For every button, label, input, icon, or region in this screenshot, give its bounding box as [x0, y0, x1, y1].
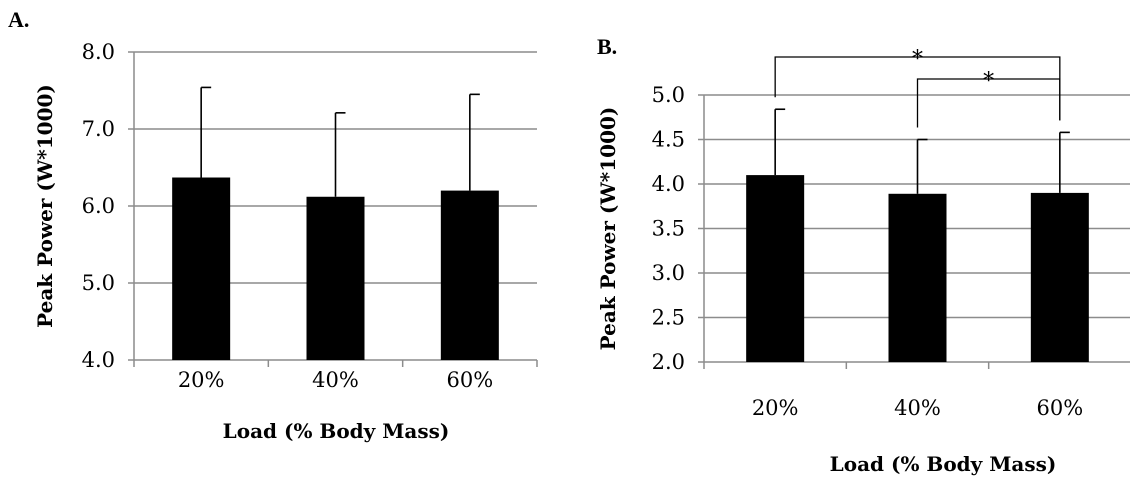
x-tick-label: 20% — [752, 396, 799, 420]
y-tick-label: 7.0 — [82, 117, 115, 141]
bar — [172, 177, 231, 360]
y-tick-label: 3.5 — [652, 217, 685, 241]
x-tick-label: 20% — [178, 368, 225, 392]
y-axis-title: Peak Power (W*1000) — [596, 107, 620, 351]
bar — [1030, 192, 1089, 362]
x-axis-title: Load (% Body Mass) — [830, 452, 1057, 476]
panel-b: B. 2.0 2.5 3.0 3.5 4.0 4.5 5.0 20% 40% 60% * * Peak P… — [596, 34, 1130, 476]
y-tick-label: 2.0 — [652, 350, 685, 374]
x-tick-label: 40% — [894, 396, 941, 420]
panel-a: A. 4.0 5.0 6.0 7.0 8.0 20% 40% 60% Peak Power (W*… — [8, 7, 538, 443]
y-axis-title: Peak Power (W*1000) — [33, 84, 57, 328]
significance-bracket — [916, 78, 1061, 128]
bar — [746, 175, 805, 362]
y-tick-label: 4.0 — [652, 172, 685, 196]
y-tick-label: 2.5 — [652, 306, 685, 330]
bar — [440, 190, 499, 360]
x-tick-label: 40% — [312, 368, 359, 392]
y-tick-label: 6.0 — [82, 194, 115, 218]
y-tick-label: 8.0 — [82, 40, 115, 64]
bar — [306, 196, 365, 360]
bar — [888, 193, 947, 362]
panel-label: B. — [597, 34, 617, 59]
significance-star: * — [983, 69, 994, 94]
x-tick-label: 60% — [446, 368, 493, 392]
x-tick-label: 60% — [1036, 396, 1083, 420]
x-axis-title: Load (% Body Mass) — [223, 419, 450, 443]
y-tick-label: 5.0 — [82, 271, 115, 295]
significance-star: * — [912, 47, 923, 72]
y-tick-label: 5.0 — [652, 83, 685, 107]
y-tick-label: 4.0 — [82, 348, 115, 372]
panel-label: A. — [8, 7, 29, 32]
y-tick-label: 4.5 — [652, 128, 685, 152]
y-tick-label: 3.0 — [652, 261, 685, 285]
